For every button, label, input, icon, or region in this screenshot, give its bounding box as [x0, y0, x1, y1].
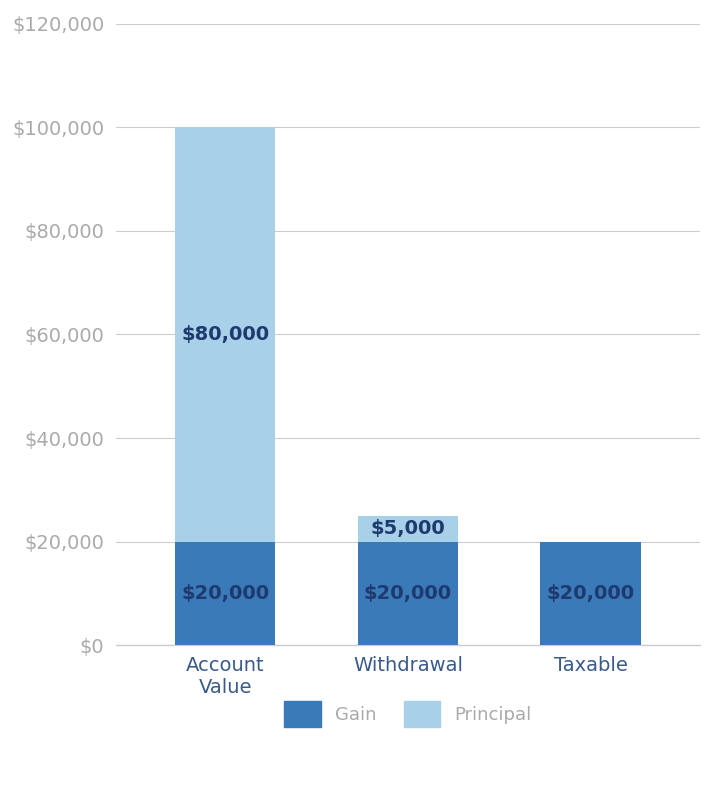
Bar	[357, 515, 458, 541]
Text: $20,000: $20,000	[181, 584, 269, 603]
Legend: Gain, Principal: Gain, Principal	[275, 693, 541, 736]
Bar	[175, 541, 275, 645]
Text: $20,000: $20,000	[547, 584, 635, 603]
Text: $80,000: $80,000	[181, 325, 269, 344]
Text: $20,000: $20,000	[364, 584, 452, 603]
Bar	[175, 127, 275, 541]
Bar	[357, 541, 458, 645]
Bar	[541, 541, 641, 645]
Text: $5,000: $5,000	[370, 519, 445, 538]
